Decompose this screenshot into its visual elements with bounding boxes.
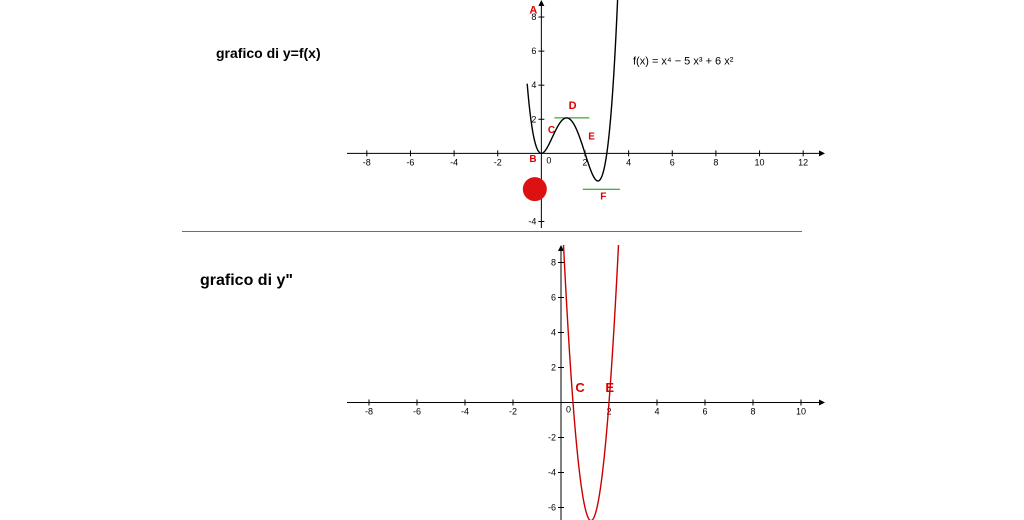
svg-text:4: 4 — [551, 328, 556, 338]
svg-text:8: 8 — [551, 258, 556, 268]
svg-text:10: 10 — [755, 157, 765, 167]
svg-text:B: B — [529, 154, 536, 165]
svg-text:E: E — [605, 380, 614, 395]
svg-text:C: C — [548, 125, 555, 136]
title-top: grafico di y=f(x) — [216, 45, 321, 61]
svg-text:-6: -6 — [548, 503, 556, 513]
svg-text:4: 4 — [531, 80, 536, 90]
svg-text:F: F — [600, 191, 606, 202]
svg-text:6: 6 — [702, 407, 707, 417]
svg-text:8: 8 — [750, 407, 755, 417]
svg-text:-6: -6 — [406, 157, 414, 167]
svg-text:8: 8 — [713, 157, 718, 167]
svg-text:6: 6 — [551, 293, 556, 303]
svg-text:12: 12 — [798, 157, 808, 167]
svg-text:-4: -4 — [450, 157, 458, 167]
svg-text:6: 6 — [531, 46, 536, 56]
svg-text:-8: -8 — [363, 157, 371, 167]
svg-text:-2: -2 — [548, 433, 556, 443]
svg-text:0: 0 — [546, 155, 551, 165]
svg-text:-2: -2 — [509, 407, 517, 417]
svg-text:4: 4 — [654, 407, 659, 417]
svg-text:C: C — [575, 380, 585, 395]
title-bottom: grafico di y" — [200, 272, 293, 290]
svg-text:-4: -4 — [461, 407, 469, 417]
chart-top: -8-6-4-224681012-4-224680ABCDEFf(x) = x⁴… — [345, 0, 825, 230]
svg-text:-6: -6 — [413, 407, 421, 417]
svg-text:10: 10 — [796, 407, 806, 417]
divider — [182, 231, 802, 232]
svg-text:E: E — [588, 132, 595, 143]
svg-text:-4: -4 — [528, 216, 536, 226]
svg-text:2: 2 — [551, 363, 556, 373]
svg-text:-2: -2 — [494, 157, 502, 167]
svg-text:0: 0 — [566, 405, 571, 415]
formula-label: f(x) = x⁴ − 5 x³ + 6 x² — [633, 56, 734, 68]
svg-text:-8: -8 — [365, 407, 373, 417]
svg-text:A: A — [529, 5, 537, 17]
svg-text:6: 6 — [670, 157, 675, 167]
svg-text:D: D — [569, 100, 577, 112]
svg-text:2: 2 — [531, 114, 536, 124]
chart-bottom: -8-6-4-2246810-6-4-224680CE — [345, 245, 825, 520]
svg-text:-4: -4 — [548, 468, 556, 478]
page: grafico di y=f(x) grafico di y" -8 -6 -4 -2… — [0, 0, 1024, 520]
svg-text:4: 4 — [626, 157, 631, 167]
